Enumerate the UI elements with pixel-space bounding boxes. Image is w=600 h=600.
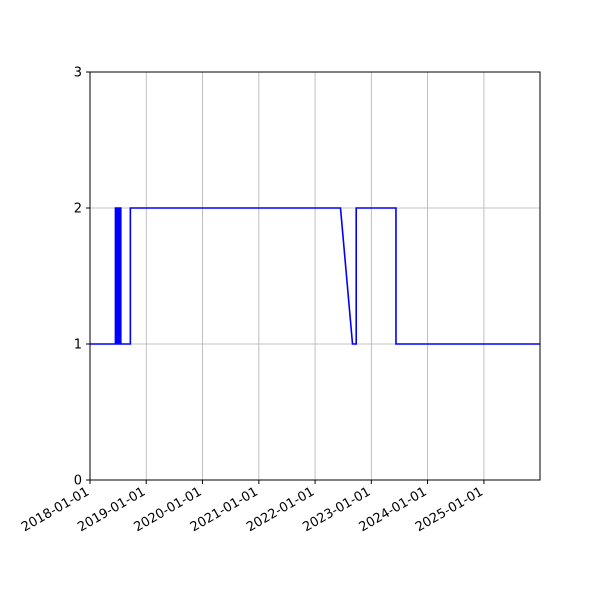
y-tick-label: 3 [74,66,82,81]
y-tick-label: 0 [74,474,82,489]
y-axis: 0 1 2 3 [74,66,90,489]
series-line [90,207,540,345]
grid [89,71,540,481]
x-axis: 2018-01-012019-01-012020-01-012021-01-01… [19,480,486,535]
series [90,207,540,345]
y-tick-label: 2 [74,202,82,217]
y-tick-label: 1 [74,338,82,353]
